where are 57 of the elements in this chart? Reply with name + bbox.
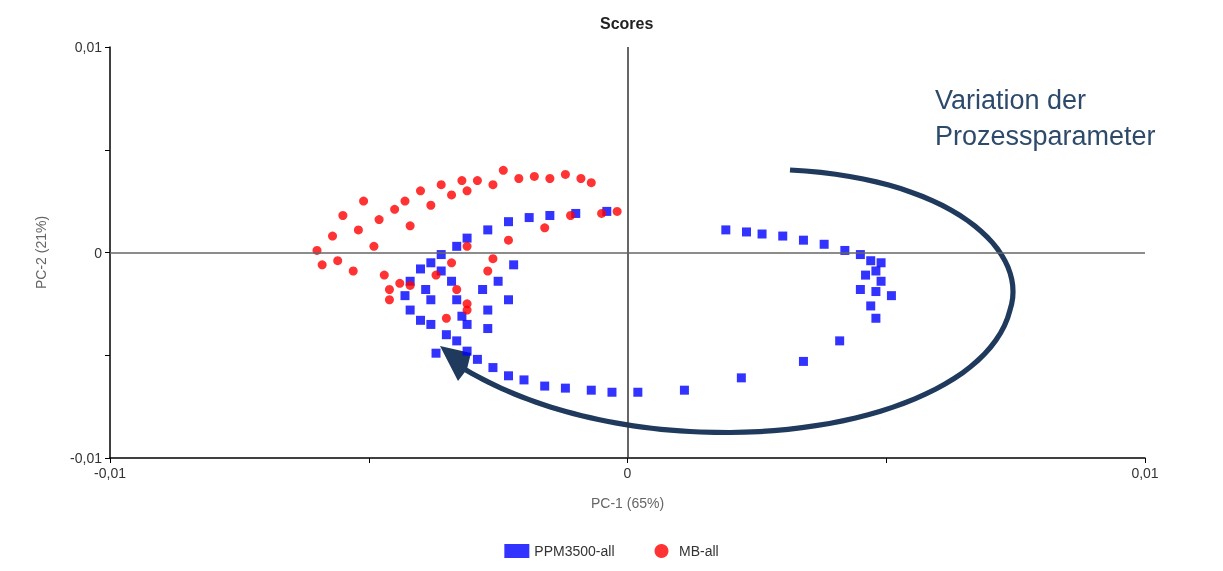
y-tick-label: 0 xyxy=(94,244,103,261)
point xyxy=(560,169,570,179)
point xyxy=(328,231,338,241)
x-tick-label: 0 xyxy=(623,465,632,481)
point xyxy=(452,284,462,294)
point xyxy=(447,190,457,200)
point xyxy=(498,165,508,175)
point xyxy=(436,180,446,190)
point xyxy=(462,186,472,196)
point xyxy=(483,266,493,276)
point xyxy=(359,196,369,206)
point xyxy=(338,211,348,221)
point xyxy=(353,225,363,235)
point xyxy=(374,215,384,225)
point xyxy=(529,171,539,181)
point xyxy=(612,206,622,216)
point xyxy=(597,208,607,218)
annotation: Variation der Prozessparameter xyxy=(935,84,1157,154)
point xyxy=(431,270,441,280)
point xyxy=(447,258,457,268)
point xyxy=(545,174,555,184)
legend-label: PPM3500-all xyxy=(534,543,615,559)
point xyxy=(540,223,550,233)
y-tick-label: 0,01 xyxy=(74,39,103,55)
y-tick-label: -0,01 xyxy=(70,450,103,466)
point xyxy=(488,180,498,190)
point xyxy=(416,186,425,196)
point xyxy=(395,278,405,288)
point xyxy=(384,284,394,294)
point xyxy=(348,266,358,276)
point xyxy=(586,178,596,188)
x-tick-label: 0,01 xyxy=(1131,465,1159,481)
point xyxy=(462,241,472,251)
point xyxy=(441,313,451,323)
x-tick-label: -0,01 xyxy=(94,465,127,481)
legend-label: MB-all xyxy=(678,543,719,559)
point xyxy=(379,270,389,280)
point xyxy=(317,260,327,270)
point xyxy=(462,305,472,315)
point xyxy=(576,174,586,184)
chart-title: Scores xyxy=(600,14,654,32)
point xyxy=(503,235,513,245)
point xyxy=(333,256,343,266)
point xyxy=(390,204,400,214)
point xyxy=(566,211,576,221)
point xyxy=(514,174,524,184)
point xyxy=(400,196,410,206)
point xyxy=(405,280,415,290)
point xyxy=(472,176,482,186)
x-axis-title: PC-1 (65%) xyxy=(590,495,665,511)
point xyxy=(369,241,379,251)
point xyxy=(426,200,436,210)
point xyxy=(384,295,394,305)
point xyxy=(488,254,498,264)
y-axis-title: PC-2 (21%) xyxy=(33,215,49,290)
point xyxy=(405,221,415,231)
point xyxy=(457,176,467,186)
